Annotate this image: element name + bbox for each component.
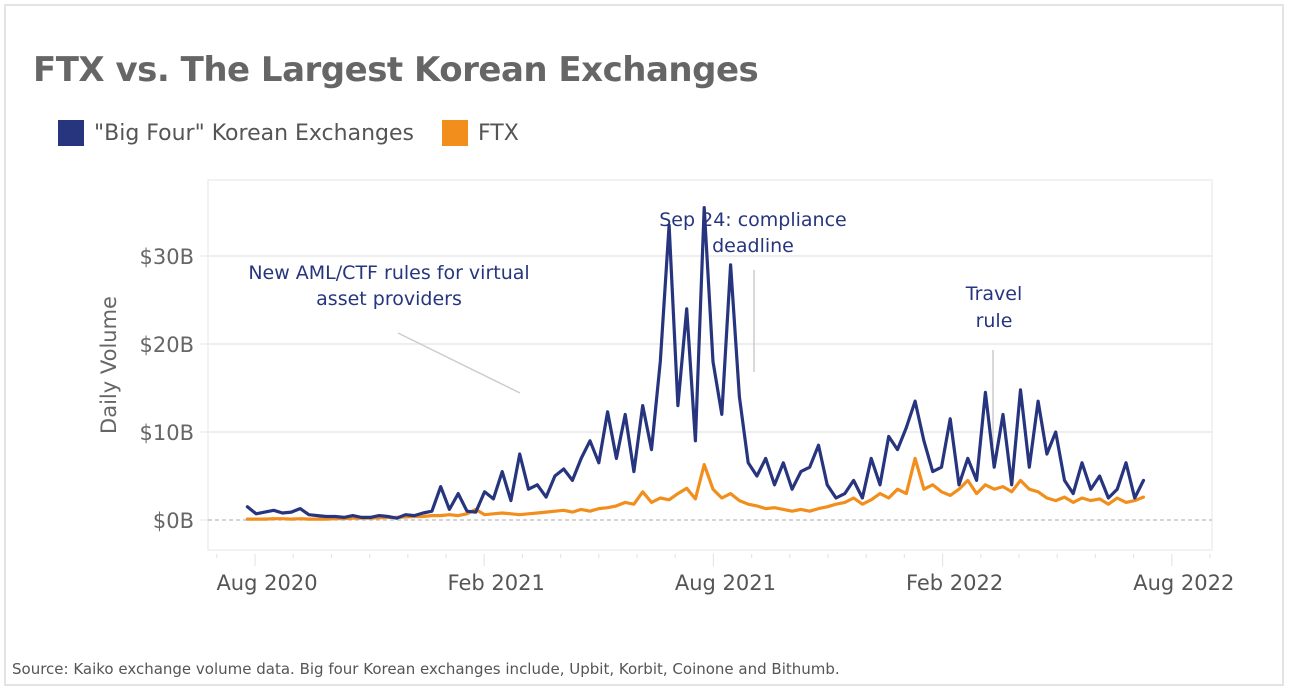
annotation-connector bbox=[397, 332, 521, 394]
legend-swatch-ftx bbox=[441, 120, 468, 146]
x-tick-label: Feb 2022 bbox=[906, 571, 1003, 595]
x-axis: Aug 2020 Feb 2021 Aug 2021 Feb 2022 Aug 2022 bbox=[216, 554, 1234, 595]
x-tick-label: Aug 2022 bbox=[1133, 571, 1234, 595]
annotation-text: Sep 24: compliance bbox=[659, 209, 847, 231]
x-tick-label: Aug 2020 bbox=[216, 571, 317, 595]
legend-label-ftx: FTX bbox=[477, 120, 519, 146]
annotation: New AML/CTF rules for virtual asset provi… bbox=[248, 262, 530, 394]
legend: "Big Four" Korean Exchanges FTX bbox=[58, 120, 547, 146]
y-tick-label: $0B bbox=[153, 509, 194, 533]
annotations: New AML/CTF rules for virtual asset provi… bbox=[248, 209, 1022, 446]
plot-area bbox=[207, 179, 1213, 551]
annotation-text: Travel bbox=[965, 283, 1022, 305]
annotation: Sep 24: compliance deadline bbox=[659, 209, 847, 372]
legend-swatch-korean bbox=[58, 120, 84, 146]
chart-title: FTX vs. The Largest Korean Exchanges bbox=[33, 50, 759, 90]
annotation: Travel rule bbox=[965, 283, 1022, 446]
annotation-text: deadline bbox=[712, 235, 794, 257]
y-tick-label: $20B bbox=[140, 333, 195, 357]
y-tick-label: $30B bbox=[140, 245, 195, 269]
annotation-text: rule bbox=[976, 310, 1013, 332]
annotation-text: asset providers bbox=[316, 288, 462, 310]
y-tick-label: $10B bbox=[140, 421, 195, 445]
legend-item-korean[interactable]: "Big Four" Korean Exchanges bbox=[58, 120, 414, 146]
series-line-korean bbox=[245, 206, 1146, 520]
legend-item-ftx[interactable]: FTX bbox=[441, 120, 519, 146]
annotation-text: New AML/CTF rules for virtual bbox=[248, 262, 529, 284]
source-note: Source: Kaiko exchange volume data. Big … bbox=[12, 660, 840, 678]
series bbox=[245, 206, 1146, 521]
x-tick-label: Feb 2021 bbox=[448, 571, 545, 595]
y-axis: $0B $10B $20B $30B bbox=[140, 245, 208, 533]
legend-label-korean: "Big Four" Korean Exchanges bbox=[94, 120, 414, 146]
y-axis-label: Daily Volume bbox=[97, 296, 121, 434]
x-tick-label: Aug 2021 bbox=[675, 571, 776, 595]
